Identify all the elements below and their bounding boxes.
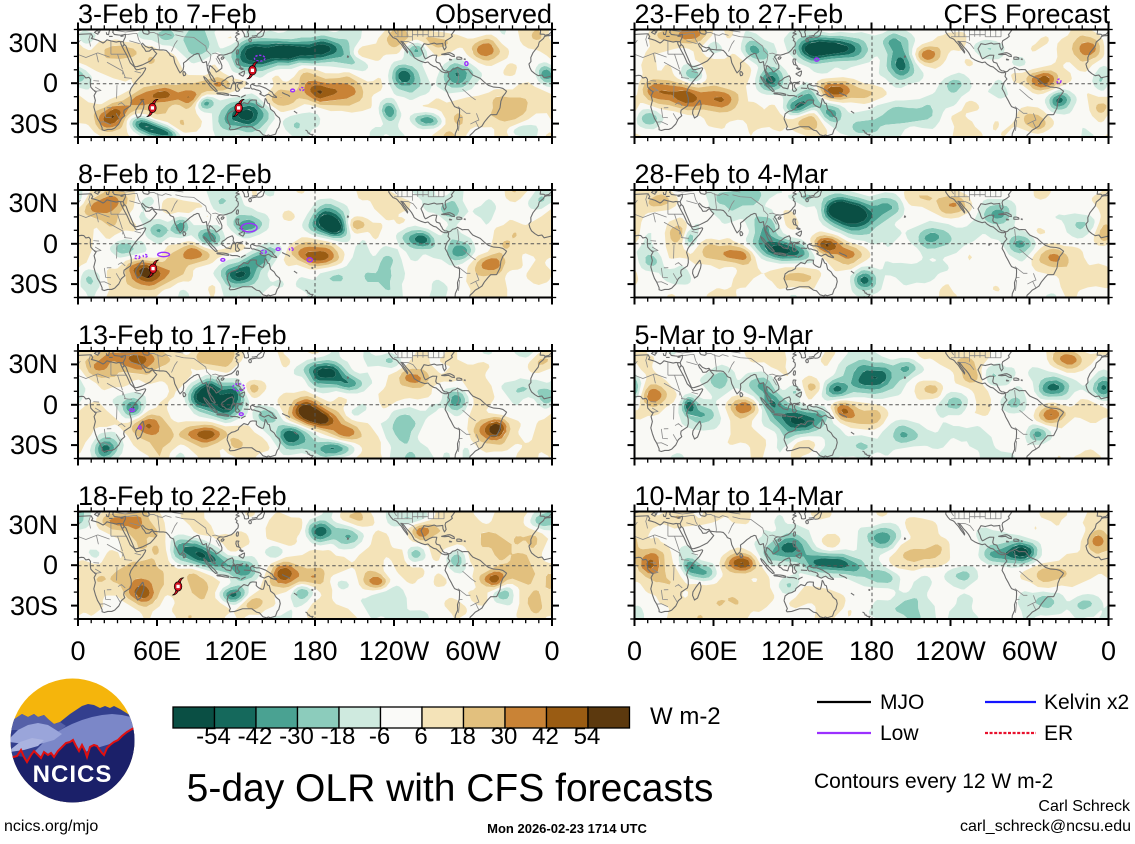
svg-text:NCICS: NCICS <box>33 761 113 788</box>
